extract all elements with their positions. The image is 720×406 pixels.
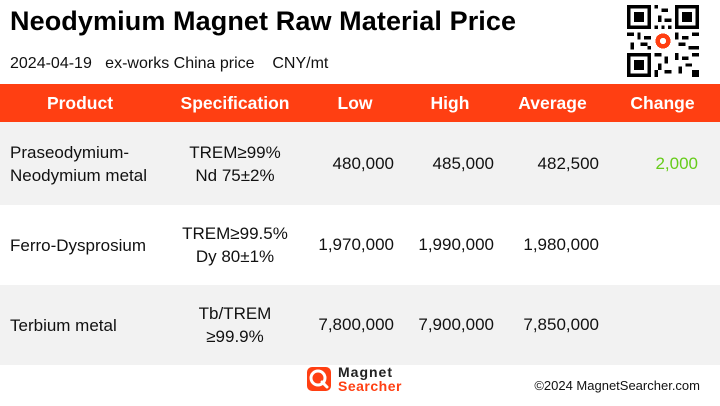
product-cell: Ferro-Dysprosium — [0, 205, 160, 285]
spec-line1: TREM≥99% — [189, 142, 281, 162]
header-change: Change — [630, 92, 695, 113]
average-price: 482,500 — [537, 153, 599, 173]
header-low: Low — [337, 92, 373, 113]
low-price: 480,000 — [332, 153, 394, 173]
product-cell: Terbium metal — [0, 285, 160, 365]
brand-name: Magnet Searcher — [338, 365, 402, 393]
brand-logo: Magnet Searcher — [306, 365, 402, 393]
magnet-searcher-logo-icon — [307, 367, 331, 391]
table-header-row: Product Specification Low High Average C… — [0, 84, 720, 122]
spec-line2: ≥99.9% — [206, 327, 264, 346]
high-price: 1,990,000 — [418, 235, 494, 254]
spec-cell: TREM≥99% Nd 75±2% — [160, 122, 310, 205]
price-change — [605, 205, 720, 285]
header-product: Product — [46, 92, 114, 113]
header-high: High — [430, 92, 470, 113]
price-change — [605, 285, 720, 365]
price-table: Product Specification Low High Average C… — [0, 84, 720, 365]
brand-name-line1: Magnet — [338, 364, 393, 380]
product-name-line1: Ferro-Dysprosium — [10, 235, 147, 255]
average-price: 7,850,000 — [523, 315, 599, 334]
spec-cell: Tb/TREM ≥99.9% — [160, 285, 310, 365]
price-change: 2,000 — [655, 153, 698, 173]
page-title: Neodymium Magnet Raw Material Price — [10, 6, 517, 36]
table-row: Praseodymium- Neodymium metal TREM≥99% N… — [0, 122, 720, 205]
spec-line1: Tb/TREM — [198, 304, 272, 323]
product-cell: Praseodymium- Neodymium metal — [0, 122, 160, 205]
spec-line2: Dy 80±1% — [195, 247, 275, 266]
product-name-line1: Terbium metal — [10, 315, 117, 335]
spec-line2: Nd 75±2% — [195, 165, 275, 185]
high-price: 485,000 — [432, 153, 494, 173]
low-price: 1,970,000 — [318, 235, 394, 254]
product-name-line2: Neodymium metal — [10, 165, 147, 185]
table-row: Ferro-Dysprosium TREM≥99.5% Dy 80±1% 1,9… — [0, 205, 720, 285]
spec-cell: TREM≥99.5% Dy 80±1% — [160, 205, 310, 285]
header-average: Average — [518, 92, 587, 113]
low-price: 7,800,000 — [318, 315, 394, 334]
table-row: Terbium metal Tb/TREM ≥99.9% 7,800,000 7… — [0, 285, 720, 365]
high-price: 7,900,000 — [418, 315, 494, 334]
brand-name-line2: Searcher — [338, 378, 402, 394]
product-name-line1: Praseodymium- — [10, 142, 130, 162]
average-price: 1,980,000 — [523, 235, 599, 254]
copyright-text: ©2024 MagnetSearcher.com — [534, 378, 700, 393]
spec-line1: TREM≥99.5% — [182, 224, 288, 243]
header-specification: Specification — [180, 92, 290, 113]
qr-code-icon — [627, 5, 699, 77]
subtitle: 2024-04-19 ex-works China price CNY/mt — [10, 55, 329, 72]
